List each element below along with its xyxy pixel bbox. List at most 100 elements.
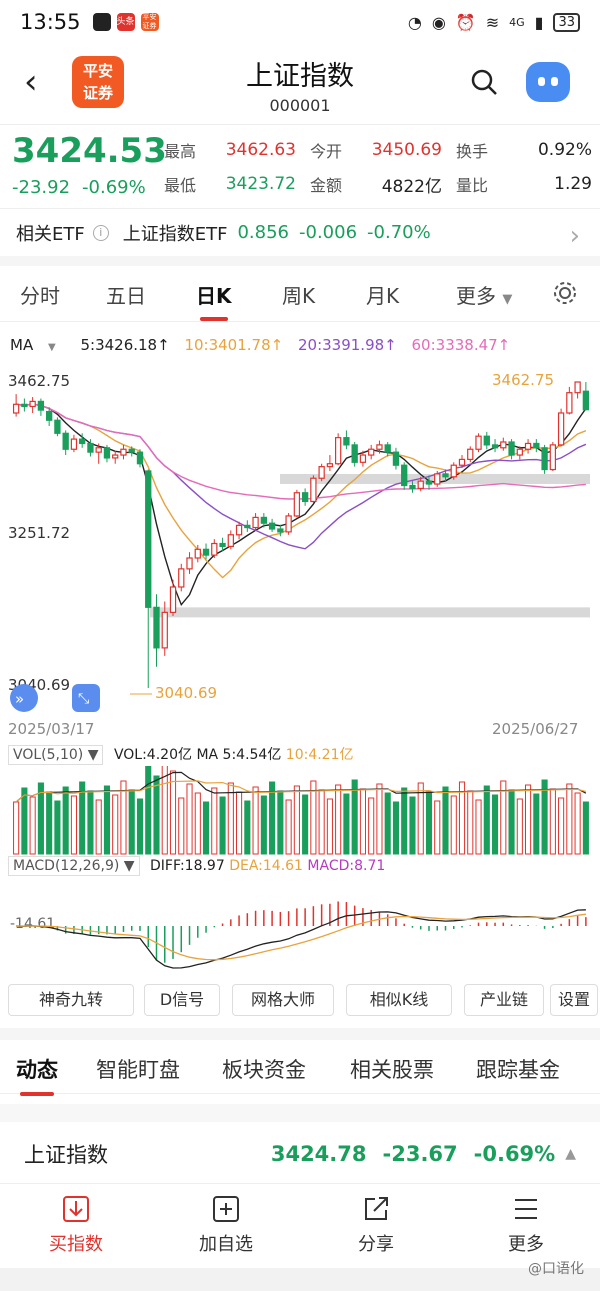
signal-icon: ▮ bbox=[534, 12, 544, 32]
tab-related-stocks[interactable]: 相关股票 bbox=[350, 1058, 434, 1082]
expand-chart-button[interactable]: » ⤡ bbox=[10, 684, 100, 712]
candle-body bbox=[194, 548, 201, 559]
candle-body bbox=[244, 524, 251, 529]
candle-body bbox=[252, 516, 259, 529]
macd-dea-line bbox=[16, 913, 586, 961]
more-button[interactable]: 更多 bbox=[476, 1194, 576, 1256]
candle-body bbox=[178, 568, 185, 588]
volume-bar bbox=[252, 786, 259, 855]
volume-bar bbox=[343, 793, 350, 855]
candlestick-chart[interactable]: 3462.75 3251.72 3040.69 3462.75 3040.69 … bbox=[0, 360, 600, 744]
buy-index-button[interactable]: 买指数 bbox=[26, 1194, 126, 1256]
volume-bar bbox=[21, 787, 28, 855]
quote-row: 最低 3423.72 金额 4822亿 量比 1.29 bbox=[164, 167, 594, 201]
candle-body bbox=[343, 437, 350, 446]
candle-body bbox=[161, 611, 168, 649]
caret-up-icon: ▲ bbox=[565, 1145, 576, 1162]
volume-bar bbox=[442, 786, 449, 855]
search-icon[interactable] bbox=[470, 68, 498, 96]
bottom-ticker[interactable]: 上证指数 3424.78 -23.67 -0.69% ▲ bbox=[0, 1124, 600, 1184]
ai-assistant-icon[interactable] bbox=[526, 62, 570, 102]
volume-bar bbox=[500, 780, 507, 855]
candle-body bbox=[500, 441, 507, 449]
volume-bar bbox=[434, 800, 441, 855]
volume-bar bbox=[326, 798, 333, 855]
tool-settings[interactable]: 设置 bbox=[550, 984, 598, 1016]
volume-indicator-selector[interactable]: VOL(5,10) ▼ bbox=[8, 745, 104, 765]
ma-label[interactable]: MA ▼ bbox=[10, 336, 66, 354]
tab-five-day[interactable]: 五日 bbox=[106, 284, 146, 308]
candle-body bbox=[128, 448, 135, 453]
volume-bar bbox=[458, 781, 466, 855]
tool-magic-nine[interactable]: 神奇九转 bbox=[8, 984, 134, 1016]
ma20-value: 20:3391.98↑ bbox=[297, 336, 397, 354]
volume-bar bbox=[491, 794, 499, 855]
volume-bar bbox=[450, 795, 457, 855]
volume-bar bbox=[302, 794, 309, 855]
tab-intraday[interactable]: 分时 bbox=[20, 284, 60, 308]
volume-bar bbox=[310, 780, 317, 855]
volume-bar bbox=[475, 799, 482, 855]
volume-bar bbox=[202, 801, 210, 855]
ma10-line bbox=[16, 403, 587, 579]
tab-smart-watch[interactable]: 智能盯盘 bbox=[96, 1058, 180, 1082]
support-band bbox=[150, 607, 590, 618]
volume-bar bbox=[79, 781, 86, 855]
tab-monthly-k[interactable]: 月K bbox=[366, 284, 400, 308]
add-watchlist-button[interactable]: 加自选 bbox=[176, 1194, 276, 1256]
share-label: 分享 bbox=[358, 1234, 394, 1255]
price-change: -23.92 -0.69% bbox=[12, 177, 146, 198]
ma10-value: 10:3401.78↑ bbox=[184, 336, 284, 354]
candle-body bbox=[301, 492, 309, 503]
tool-d-signal[interactable]: D信号 bbox=[144, 984, 220, 1016]
tab-weekly-k[interactable]: 周K bbox=[282, 284, 316, 308]
tab-news[interactable]: 动态 bbox=[16, 1054, 58, 1096]
volume-bar bbox=[516, 798, 523, 855]
volume-bar bbox=[533, 793, 540, 855]
volume-bar bbox=[227, 782, 234, 855]
volume-bar bbox=[112, 794, 119, 855]
candle-body bbox=[285, 515, 292, 533]
macd-dea: DEA:14.61 bbox=[229, 858, 303, 874]
speed-icon: ◔ bbox=[407, 12, 422, 32]
volume-bar bbox=[549, 788, 556, 855]
candle-body bbox=[425, 480, 433, 485]
bottom-action-bar: 买指数 加自选 分享 更多 bbox=[0, 1186, 600, 1266]
back-arrow-icon[interactable]: ‹ bbox=[24, 62, 38, 102]
info-icon[interactable]: i bbox=[92, 224, 109, 241]
tab-sector-funds[interactable]: 板块资金 bbox=[222, 1058, 306, 1082]
candle-body bbox=[87, 442, 94, 453]
logo-line-2: 证券 bbox=[82, 84, 113, 102]
volume-bar bbox=[409, 796, 416, 855]
macd-indicator-selector[interactable]: MACD(12,26,9) ▼ bbox=[8, 856, 140, 876]
macd-chart[interactable]: -14.61 bbox=[0, 880, 600, 972]
candle-body bbox=[227, 534, 234, 547]
candle-body bbox=[37, 400, 45, 411]
stat-label: 今开 bbox=[310, 142, 343, 161]
x-end-date: 2025/06/27 bbox=[492, 720, 578, 738]
macd-diff-line bbox=[16, 909, 586, 969]
volume-bar bbox=[37, 782, 44, 855]
volume-bar bbox=[136, 798, 144, 855]
candle-body bbox=[62, 432, 69, 450]
share-button[interactable]: 分享 bbox=[326, 1194, 426, 1256]
tab-daily-k[interactable]: 日K bbox=[196, 280, 232, 321]
candle-body bbox=[169, 586, 177, 613]
volume-bar bbox=[582, 801, 589, 855]
gear-icon[interactable] bbox=[552, 280, 578, 306]
candle-body bbox=[574, 381, 581, 394]
tool-similar-k[interactable]: 相似K线 bbox=[346, 984, 452, 1016]
tool-industry-chain[interactable]: 产业链 bbox=[464, 984, 544, 1016]
stat-value: 1.29 bbox=[554, 174, 592, 194]
volume-chart[interactable] bbox=[0, 766, 600, 856]
tab-tracking-funds[interactable]: 跟踪基金 bbox=[476, 1058, 560, 1082]
related-etf-row[interactable]: 相关ETF i 上证指数ETF 0.856 -0.006 -0.70% › bbox=[0, 208, 600, 266]
candle-body bbox=[368, 448, 375, 456]
tab-more[interactable]: 更多 ▼ bbox=[456, 280, 512, 309]
y-tick-label: 3251.72 bbox=[8, 524, 70, 542]
tool-grid-master[interactable]: 网格大师 bbox=[232, 984, 334, 1016]
share-icon bbox=[365, 1197, 388, 1220]
volume-bar bbox=[70, 795, 77, 855]
candle-body bbox=[566, 392, 573, 414]
dropdown-caret-icon: ▼ bbox=[47, 342, 56, 353]
